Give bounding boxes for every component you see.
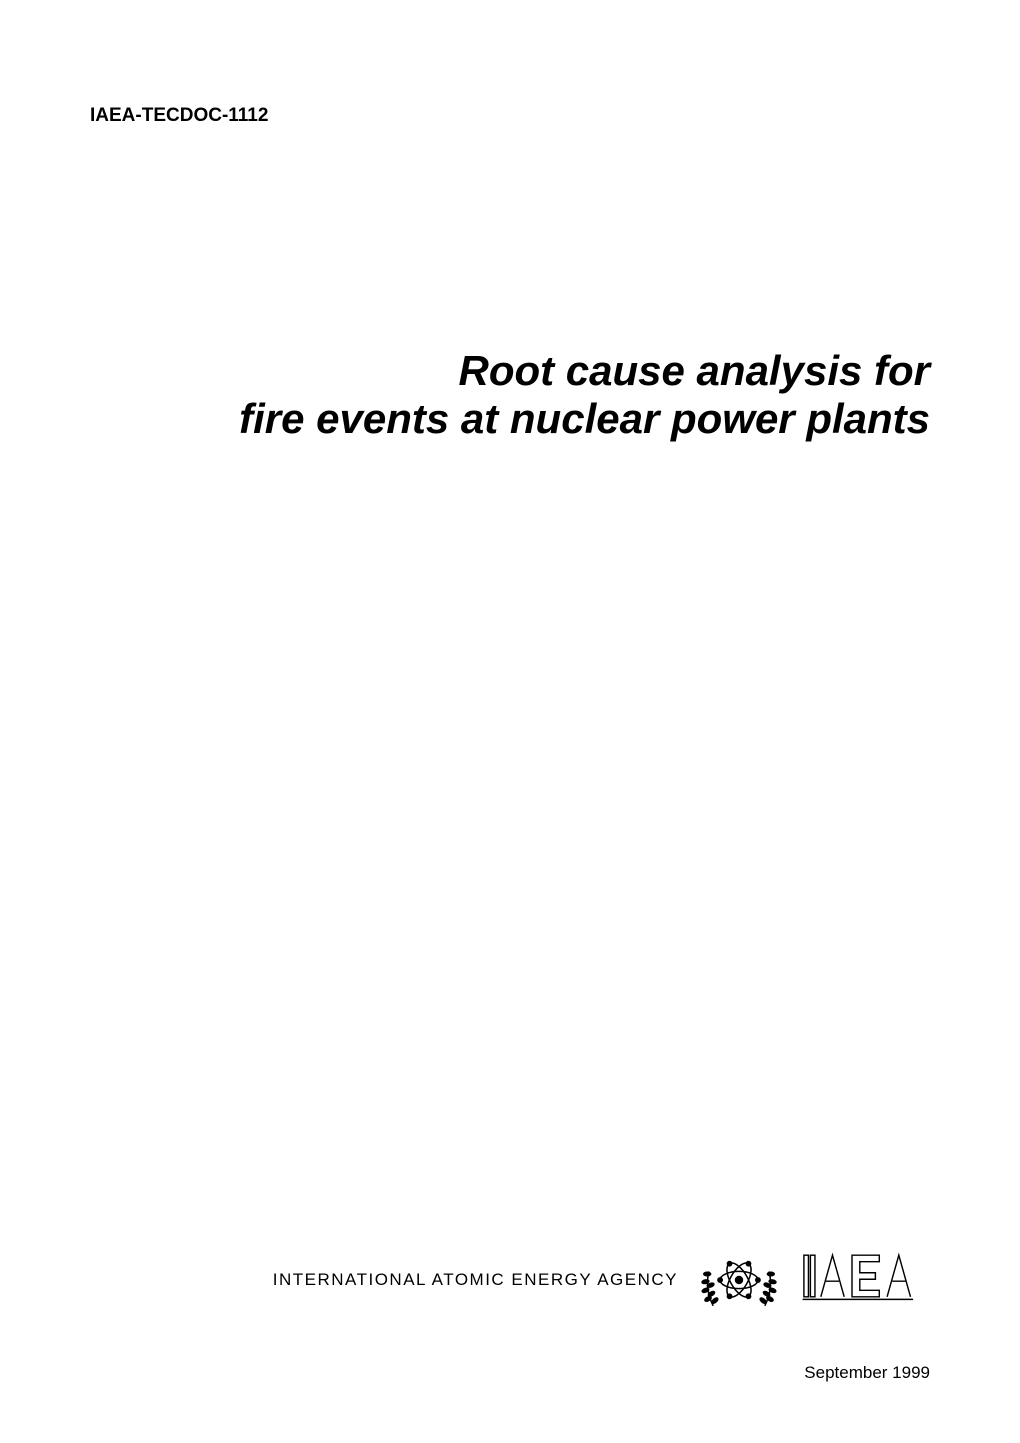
agency-name: INTERNATIONAL ATOMIC ENERGY AGENCY (273, 1270, 678, 1290)
title-block: Root cause analysis for fire events at n… (90, 347, 930, 444)
agency-row: INTERNATIONAL ATOMIC ENERGY AGENCY (90, 1237, 930, 1323)
publication-date: September 1999 (90, 1363, 930, 1383)
agency-emblem-icon (696, 1237, 782, 1323)
title-line-1: Root cause analysis for (90, 347, 930, 395)
iaea-acronym-logo-icon (800, 1250, 930, 1310)
document-identifier: IAEA-TECDOC-1112 (90, 105, 930, 127)
title-line-2: fire events at nuclear power plants (90, 395, 930, 443)
footer-block: INTERNATIONAL ATOMIC ENERGY AGENCY (90, 1237, 930, 1383)
document-cover-page: IAEA-TECDOC-1112 Root cause analysis for… (0, 0, 1020, 1443)
